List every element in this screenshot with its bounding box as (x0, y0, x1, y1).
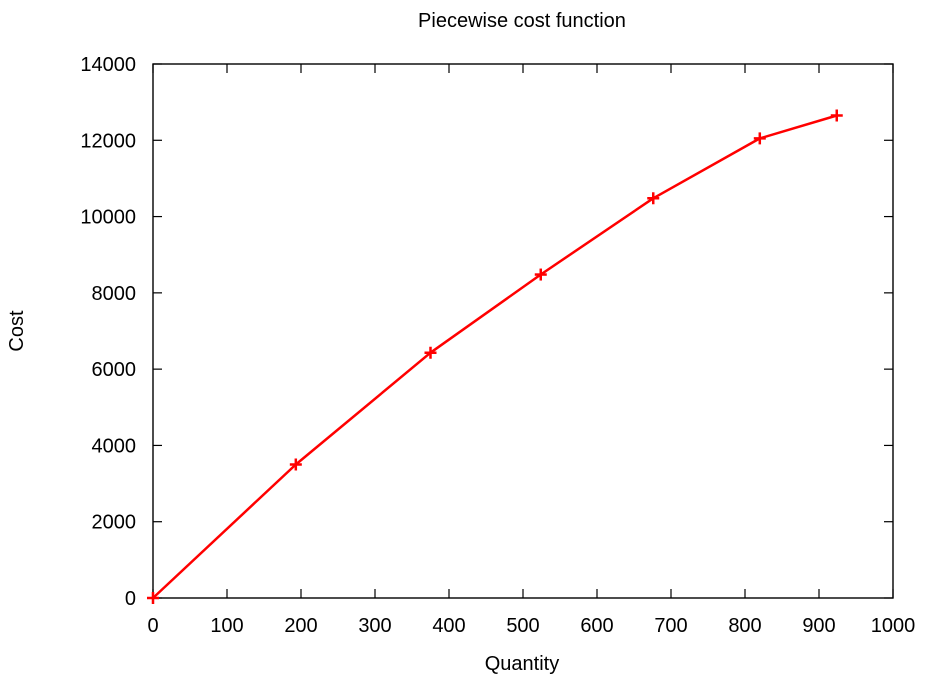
data-point (647, 192, 660, 205)
x-tick-label: 0 (147, 615, 158, 637)
data-point (289, 458, 302, 471)
plot-area-frame (152, 63, 894, 599)
y-tick-label: 4000 (92, 435, 137, 457)
x-axis-label: Quantity (485, 653, 559, 675)
data-point (534, 268, 547, 281)
x-tick-label: 1000 (871, 615, 916, 637)
series-layer (147, 109, 843, 604)
x-tick-label: 900 (802, 615, 835, 637)
x-tick-label: 700 (654, 615, 687, 637)
y-axis: 0 2000 4000 6000 8000 10000 12000 14000 (80, 54, 893, 610)
x-tick-label: 300 (358, 615, 391, 637)
data-point (753, 132, 766, 145)
x-tick-label: 200 (284, 615, 317, 637)
y-tick-label: 10000 (80, 207, 136, 229)
y-tick-label: 8000 (92, 283, 137, 305)
data-point (147, 592, 159, 604)
y-tick-label: 0 (125, 588, 136, 610)
x-tick-label: 800 (728, 615, 761, 637)
y-tick-label: 6000 (92, 359, 137, 381)
y-tick-label: 12000 (80, 130, 136, 152)
y-tick-label: 2000 (92, 512, 137, 534)
y-axis-label: Cost (6, 310, 28, 352)
x-axis: 0 100 200 300 400 500 600 700 800 900 1000 (147, 64, 915, 637)
chart-title: Piecewise cost function (418, 10, 626, 32)
x-tick-label: 100 (210, 615, 243, 637)
data-point (830, 109, 843, 122)
data-point (424, 346, 437, 359)
series-line (152, 114, 838, 599)
x-tick-label: 600 (580, 615, 613, 637)
x-tick-label: 400 (432, 615, 465, 637)
x-tick-label: 500 (506, 615, 539, 637)
y-tick-label: 14000 (80, 54, 136, 76)
